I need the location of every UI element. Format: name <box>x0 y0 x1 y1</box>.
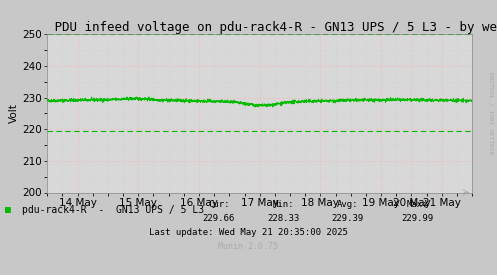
Text: 229.39: 229.39 <box>332 214 364 223</box>
Text: Min:: Min: <box>272 200 294 209</box>
Text: 228.33: 228.33 <box>267 214 299 223</box>
Y-axis label: Volt: Volt <box>9 103 19 123</box>
Text: PDU infeed voltage on pdu-rack4-R - GN13 UPS / 5 L3 - by week: PDU infeed voltage on pdu-rack4-R - GN13… <box>47 21 497 34</box>
Text: pdu-rack4-R  -  GN13 UPS / 5 L3: pdu-rack4-R - GN13 UPS / 5 L3 <box>22 205 204 215</box>
Text: Cur:: Cur: <box>208 200 230 209</box>
Text: Munin 2.0.75: Munin 2.0.75 <box>219 242 278 251</box>
Text: 229.99: 229.99 <box>402 214 433 223</box>
Text: ■: ■ <box>5 205 11 215</box>
Text: Last update: Wed May 21 20:35:00 2025: Last update: Wed May 21 20:35:00 2025 <box>149 228 348 237</box>
Text: Max:: Max: <box>407 200 428 209</box>
Text: RRDTOOL / TOBI OETIKER: RRDTOOL / TOBI OETIKER <box>488 72 493 155</box>
Text: 229.66: 229.66 <box>203 214 235 223</box>
Text: Avg:: Avg: <box>337 200 359 209</box>
